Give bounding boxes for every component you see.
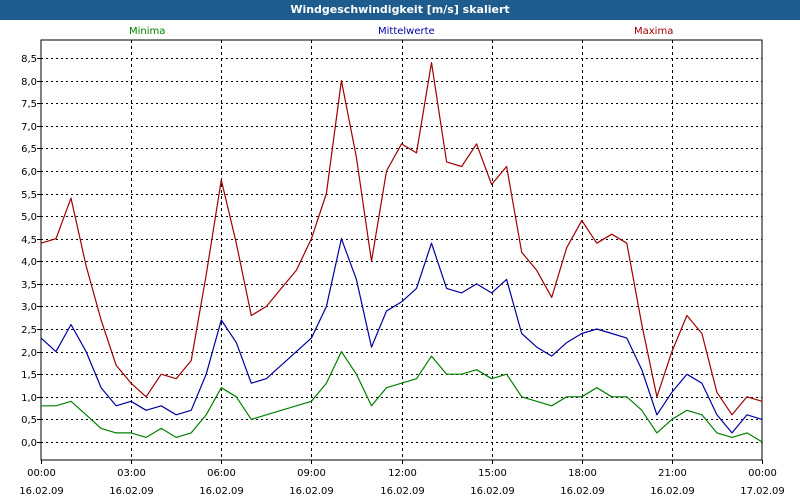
y-tick-label: 0,5 — [21, 415, 37, 426]
x-tick-time: 03:00 — [117, 468, 146, 479]
series-line-minima — [41, 351, 763, 443]
x-tick-date: 16.02.09 — [19, 486, 64, 497]
legend-mittelwerte: Mittelwerte — [378, 26, 435, 37]
x-tick-time: 18:00 — [568, 468, 597, 479]
y-tick-label: 3,0 — [21, 302, 37, 313]
y-tick-label: 5,5 — [21, 190, 37, 201]
y-tick-label: 5,0 — [21, 212, 37, 223]
y-tick-label: 6,0 — [21, 167, 37, 178]
x-tick-date: 16.02.09 — [650, 486, 695, 497]
y-tick-label: 4,0 — [21, 257, 37, 268]
y-tick-label: 2,0 — [21, 348, 37, 359]
x-tick-time: 00:00 — [27, 468, 56, 479]
legend-maxima: Maxima — [634, 26, 674, 37]
x-tick-date: 16.02.09 — [289, 486, 334, 497]
y-tick-label: 1,0 — [21, 393, 37, 404]
y-tick-label: 7,0 — [21, 122, 37, 133]
y-tick-label: 1,5 — [21, 370, 37, 381]
x-tick-date: 16.02.09 — [470, 486, 515, 497]
y-tick-label: 8,5 — [21, 54, 37, 65]
x-tick-time: 15:00 — [478, 468, 507, 479]
y-tick-label: 2,5 — [21, 325, 37, 336]
wind-chart: 0,0 0,5 1,0 1,5 2,0 2,5 3,0 3,5 4,0 4,5 5,0 5,5 6,0 6… — [19, 39, 785, 497]
y-tick-label: 6,5 — [21, 144, 37, 155]
legend-minima: Minima — [129, 26, 166, 37]
x-tick-time: 09:00 — [297, 468, 326, 479]
y-tick-label: 7,5 — [21, 99, 37, 110]
x-tick-time: 12:00 — [388, 468, 417, 479]
y-tick-label: 8,0 — [21, 77, 37, 88]
y-tick-label: 3,5 — [21, 280, 37, 291]
plot-frame — [40, 39, 763, 461]
window-title: Windgeschwindigkeit [m/s] skaliert — [0, 0, 800, 20]
series-line-mittelwerte — [40, 238, 763, 434]
x-tick-time: 00:00 — [748, 468, 777, 479]
x-tick-date: 17.02.09 — [740, 486, 785, 497]
x-tick-date: 16.02.09 — [109, 486, 154, 497]
x-tick-date: 16.02.09 — [380, 486, 425, 497]
x-tick-date: 16.02.09 — [199, 486, 244, 497]
series-line-maxima — [40, 61, 763, 416]
y-tick-label: 4,5 — [21, 235, 37, 246]
y-tick-label: 0,0 — [21, 438, 37, 449]
x-tick-time: 06:00 — [207, 468, 236, 479]
x-tick-date: 16.02.09 — [560, 486, 605, 497]
x-tick-time: 21:00 — [658, 468, 687, 479]
